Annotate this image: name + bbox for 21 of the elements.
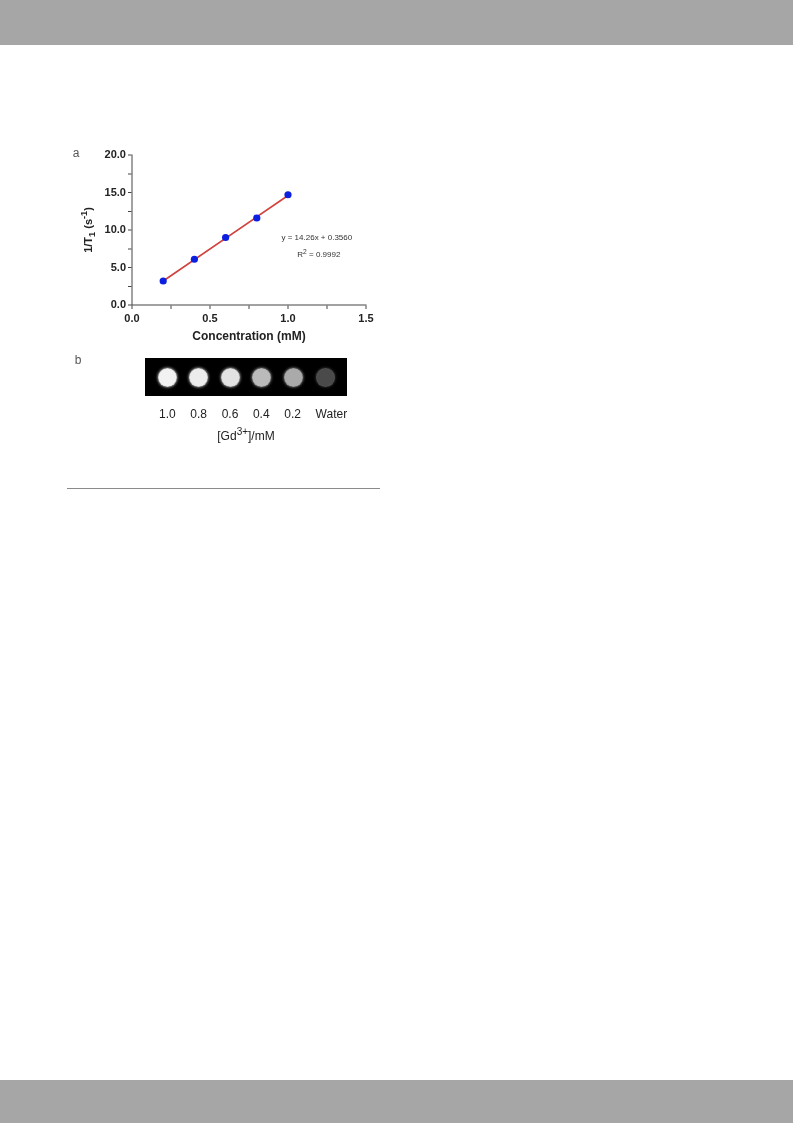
annotation: R$^{2}$ = 0.9992	[297, 247, 341, 260]
text: a	[72, 146, 80, 160]
point	[222, 233, 230, 242]
x-tick-label: 1.0	[280, 311, 296, 324]
text: [Gd$^{3+}$]/mM	[217, 425, 275, 443]
y-tick-label: 15.0	[104, 185, 126, 198]
point	[284, 191, 292, 199]
point	[190, 255, 198, 263]
y-tick-label: 10.0	[104, 223, 126, 236]
x-tick-label: 0.0	[124, 311, 140, 324]
text: 1.0 0.8 0.6 0.4 0.2 Water	[159, 407, 348, 421]
point	[253, 214, 261, 222]
text: b	[74, 353, 82, 367]
y-tick-label: 0.0	[110, 298, 126, 311]
y-tick-label: 5.0	[110, 260, 126, 273]
x-axis-title: Concentration (mM)	[192, 329, 306, 343]
x-tick-label: 1.5	[358, 311, 374, 324]
x-tick-label: 0.5	[202, 311, 218, 324]
annotation: y = 14.26x + 0.3560	[281, 232, 353, 242]
y-tick-label: 20.0	[104, 148, 126, 161]
point	[159, 277, 167, 285]
